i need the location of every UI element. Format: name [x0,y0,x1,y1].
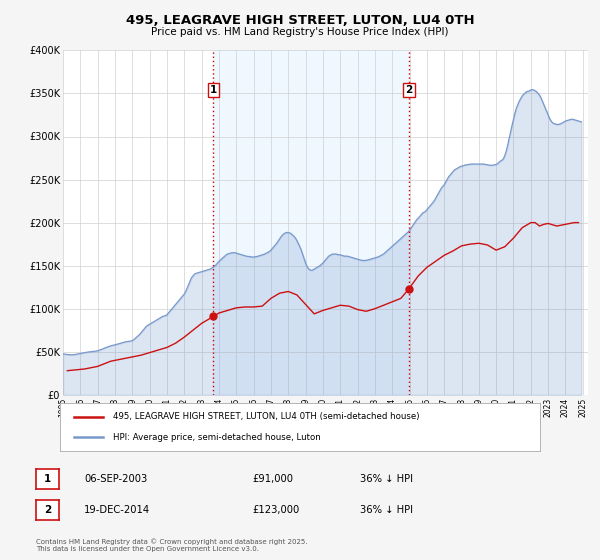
Text: £91,000: £91,000 [252,474,293,484]
Text: 36% ↓ HPI: 36% ↓ HPI [360,474,413,484]
Text: 495, LEAGRAVE HIGH STREET, LUTON, LU4 0TH: 495, LEAGRAVE HIGH STREET, LUTON, LU4 0T… [125,14,475,27]
Text: 2: 2 [405,85,412,95]
Text: £123,000: £123,000 [252,505,299,515]
Text: 1: 1 [44,474,51,484]
Text: Price paid vs. HM Land Registry's House Price Index (HPI): Price paid vs. HM Land Registry's House … [151,27,449,37]
Text: 495, LEAGRAVE HIGH STREET, LUTON, LU4 0TH (semi-detached house): 495, LEAGRAVE HIGH STREET, LUTON, LU4 0T… [113,412,419,421]
Text: 06-SEP-2003: 06-SEP-2003 [84,474,147,484]
Text: 2: 2 [44,505,51,515]
Bar [214,50,409,395]
Text: 36% ↓ HPI: 36% ↓ HPI [360,505,413,515]
Text: Contains HM Land Registry data © Crown copyright and database right 2025.
This d: Contains HM Land Registry data © Crown c… [36,539,308,552]
Text: 19-DEC-2014: 19-DEC-2014 [84,505,150,515]
Text: HPI: Average price, semi-detached house, Luton: HPI: Average price, semi-detached house,… [113,433,320,442]
Text: 1: 1 [210,85,217,95]
